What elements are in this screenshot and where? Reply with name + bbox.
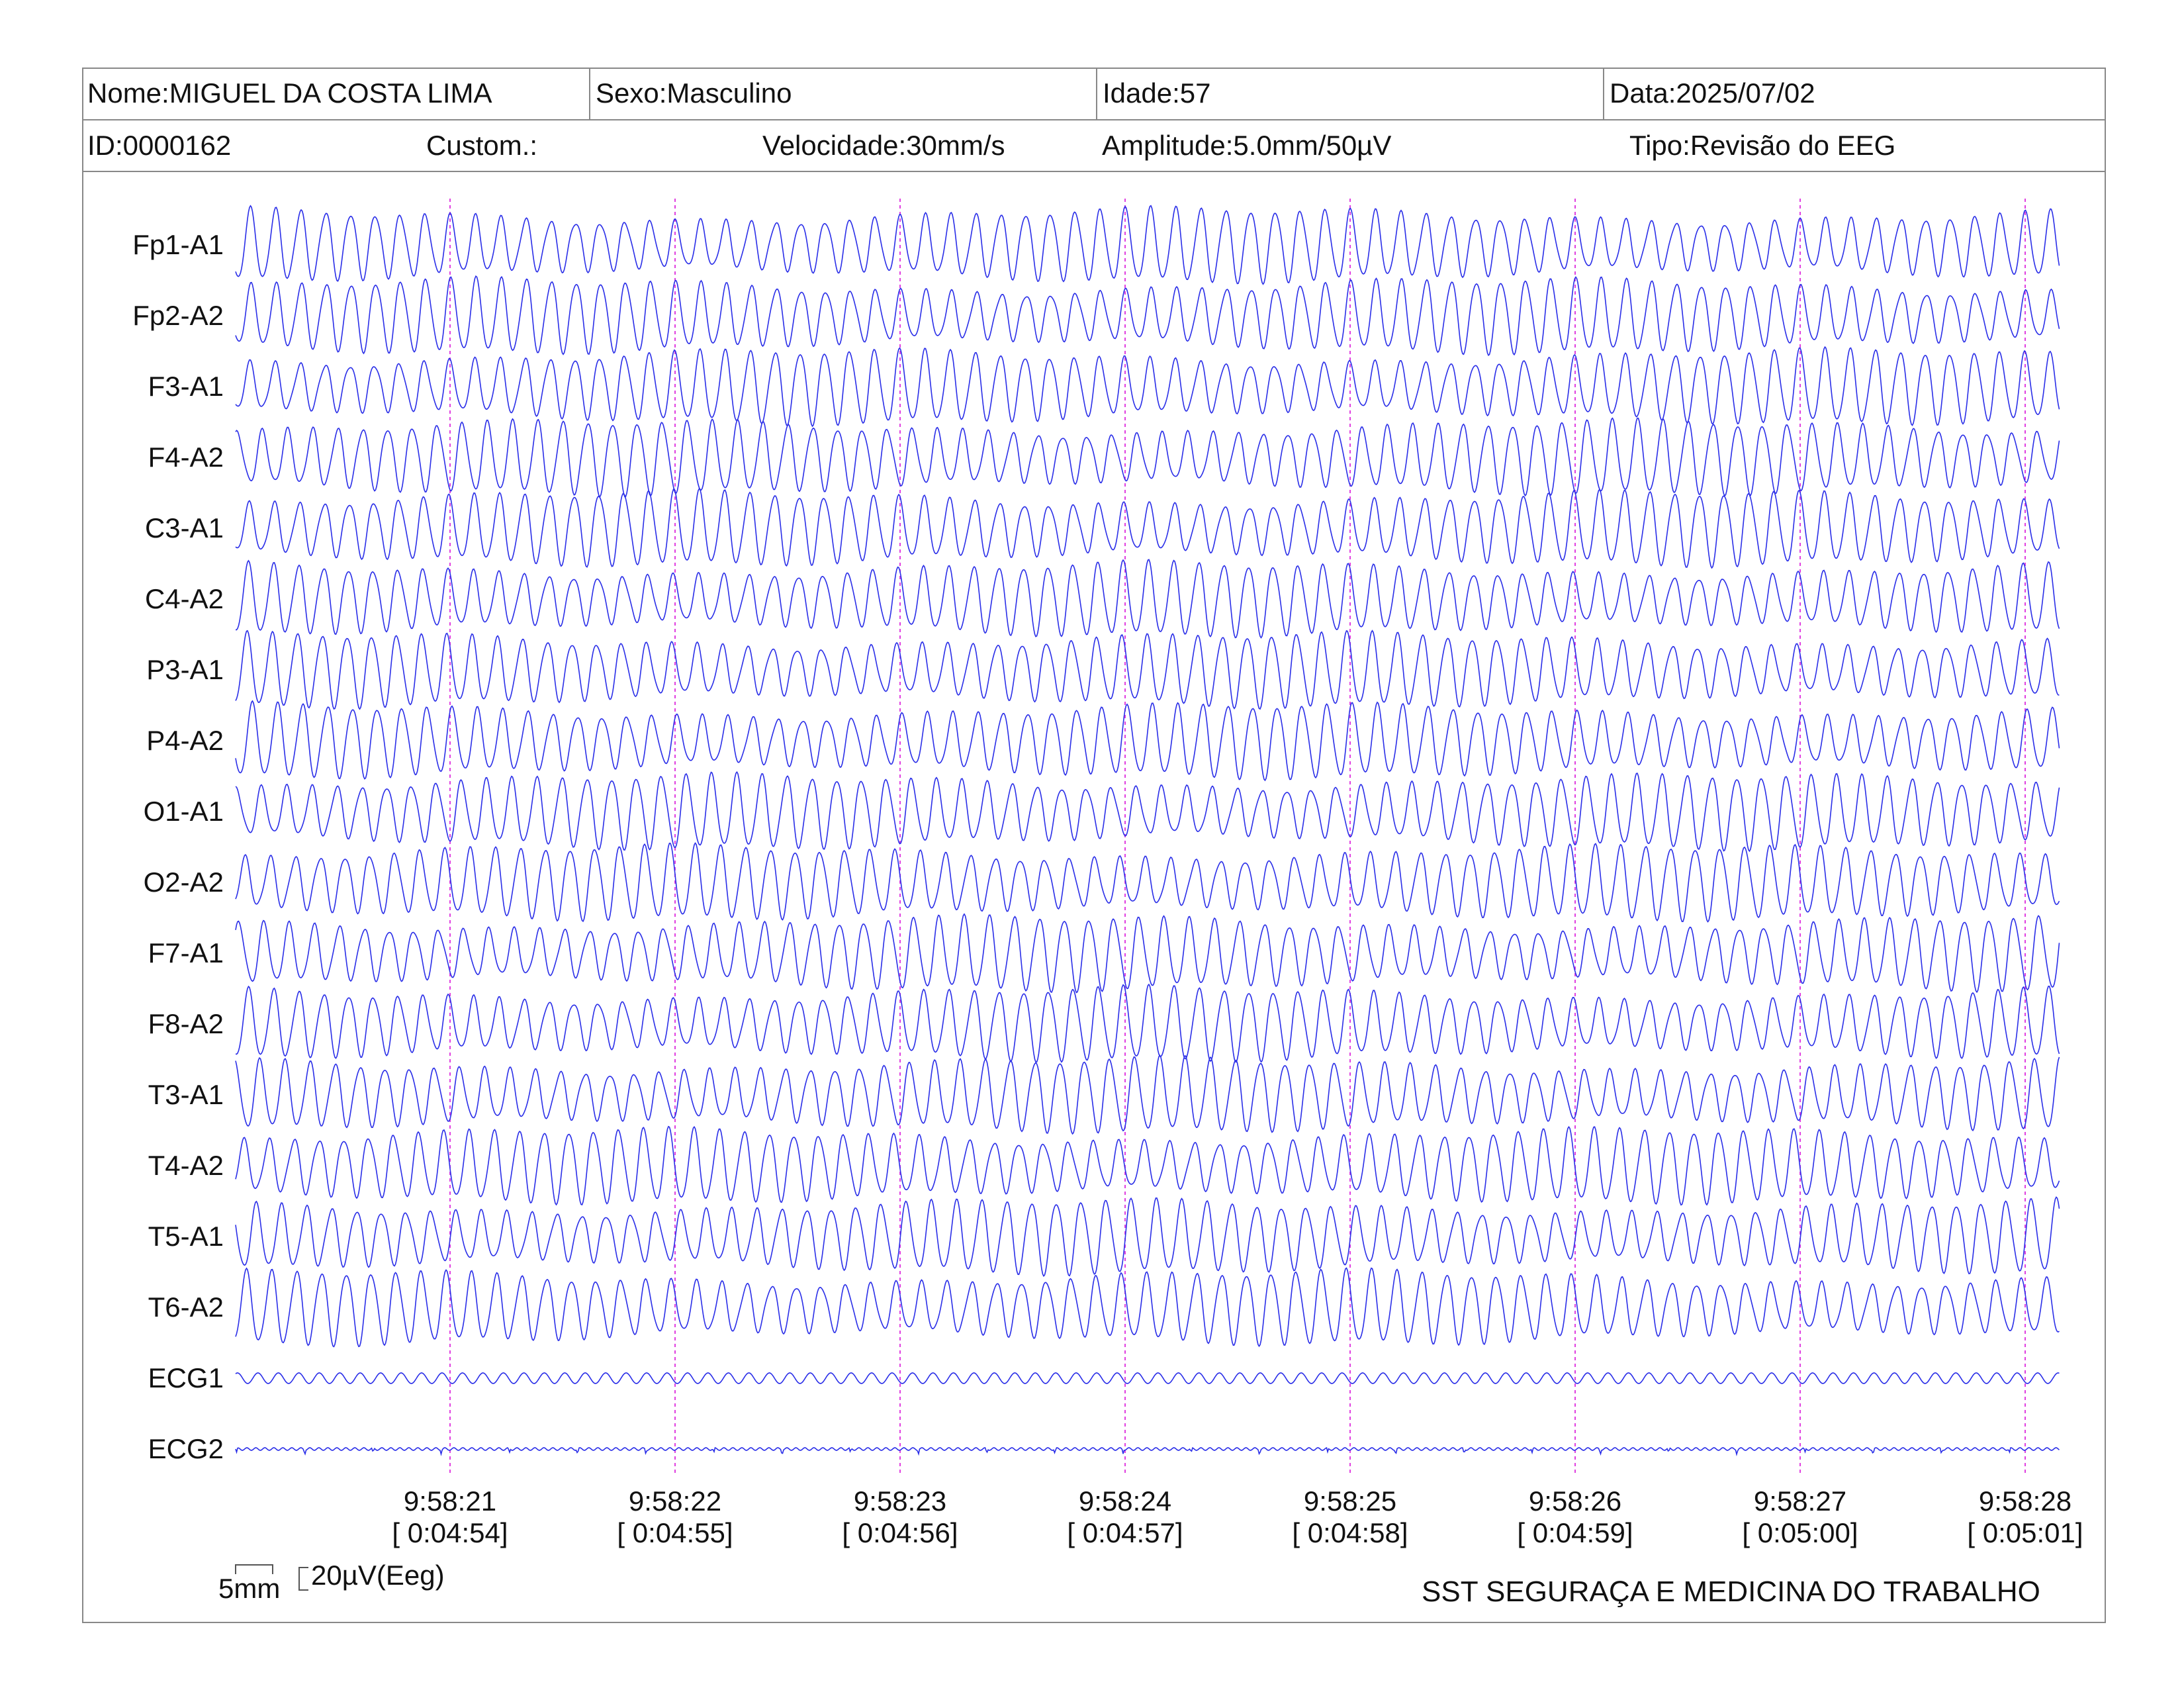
trace-f4-a2 bbox=[235, 417, 2060, 498]
report-frame bbox=[82, 68, 2106, 1623]
channel-label: Fp1-A1 bbox=[132, 229, 224, 260]
channel-label: C3-A1 bbox=[145, 512, 224, 543]
trace-f8-a2 bbox=[235, 983, 2060, 1063]
trace-f3-a1 bbox=[235, 346, 2060, 428]
trace-t6-a2 bbox=[235, 1267, 2060, 1348]
channel-label: F8-A2 bbox=[148, 1008, 224, 1039]
patient-sex: Sexo:Masculino bbox=[589, 68, 1096, 119]
amplitude-field: Amplitude:5.0mm/50µV bbox=[1102, 130, 1392, 161]
speed-field: Velocidade:30mm/s bbox=[762, 130, 1005, 161]
channel-label: T4-A2 bbox=[148, 1150, 224, 1181]
scale-mm-label: 5mm bbox=[218, 1573, 281, 1604]
channel-label-group: Fp1-A1 Fp2-A2 F3-A1 F4-A2 C3-A1 C4-A2 P3-A1 P4-… bbox=[132, 229, 224, 1464]
trace-c4-a2 bbox=[236, 559, 2060, 639]
trace-p3-a1 bbox=[235, 630, 2060, 710]
time-clock-label: 9:58:27 bbox=[1754, 1485, 1846, 1517]
mm-scale-bar bbox=[235, 1564, 273, 1574]
channel-label: O1-A1 bbox=[144, 796, 224, 827]
time-clock-label: 9:58:24 bbox=[1079, 1485, 1171, 1517]
channel-label: T5-A1 bbox=[148, 1221, 224, 1252]
patient-id: ID:0000162 bbox=[87, 130, 232, 161]
time-elapsed-label: [ 0:05:00] bbox=[1742, 1517, 1858, 1548]
time-elapsed-label: [ 0:04:56] bbox=[842, 1517, 958, 1548]
trace-f7-a1 bbox=[235, 913, 2060, 994]
time-elapsed-label: [ 0:04:57] bbox=[1067, 1517, 1183, 1548]
trace-p4-a2 bbox=[235, 700, 2060, 782]
time-clock-label: 9:58:28 bbox=[1979, 1485, 2071, 1517]
trace-ecg2 bbox=[235, 1446, 2060, 1456]
time-clock-label: 9:58:25 bbox=[1304, 1485, 1396, 1517]
trace-c3-a1 bbox=[235, 487, 2060, 569]
time-clock-label: 9:58:23 bbox=[854, 1485, 946, 1517]
exam-date: Data:2025/07/02 bbox=[1603, 68, 2106, 119]
time-elapsed-label: [ 0:04:58] bbox=[1292, 1517, 1408, 1548]
trace-fp2-a2 bbox=[235, 275, 2060, 356]
time-elapsed-label: [ 0:04:54] bbox=[392, 1517, 508, 1548]
patient-age: Idade:57 bbox=[1096, 68, 1603, 119]
trace-ecg1 bbox=[235, 1372, 2060, 1384]
channel-label: T6-A2 bbox=[148, 1291, 224, 1323]
trace-t3-a1 bbox=[235, 1054, 2060, 1135]
uv-scale-bar bbox=[298, 1567, 308, 1591]
time-elapsed-label: [ 0:04:59] bbox=[1517, 1517, 1633, 1548]
time-clock-label: 9:58:21 bbox=[404, 1485, 496, 1517]
channel-label: P4-A2 bbox=[146, 725, 224, 756]
trace-group bbox=[235, 205, 2060, 1456]
header-row-1: Nome:MIGUEL DA COSTA LIMA Sexo:Masculino… bbox=[82, 68, 2106, 120]
custom-field: Custom.: bbox=[426, 130, 538, 161]
trace-t5-a1 bbox=[235, 1196, 2060, 1278]
trace-o2-a2 bbox=[235, 842, 2060, 923]
time-elapsed-label: [ 0:05:01] bbox=[1967, 1517, 2083, 1548]
channel-label: P3-A1 bbox=[146, 654, 224, 685]
channel-label: F3-A1 bbox=[148, 371, 224, 402]
trace-fp1-a1 bbox=[235, 205, 2060, 285]
channel-label: F4-A2 bbox=[148, 442, 224, 473]
patient-name: Nome:MIGUEL DA COSTA LIMA bbox=[87, 77, 492, 109]
channel-label: F7-A1 bbox=[148, 937, 224, 968]
trace-o1-a1 bbox=[235, 771, 2060, 853]
trace-t4-a2 bbox=[235, 1125, 2060, 1206]
channel-label: ECG1 bbox=[148, 1362, 224, 1393]
type-field: Tipo:Revisão do EEG bbox=[1629, 130, 1896, 161]
channel-label: O2-A2 bbox=[144, 867, 224, 898]
time-label-group: 9:58:21[ 0:04:54] 9:58:22[ 0:04:55] 9:58:2… bbox=[392, 1485, 2083, 1548]
scale-uv-label: 20µV(Eeg) bbox=[311, 1560, 445, 1591]
time-elapsed-label: [ 0:04:55] bbox=[617, 1517, 733, 1548]
channel-label: T3-A1 bbox=[148, 1079, 224, 1110]
footer-company: SST SEGURAÇA E MEDICINA DO TRABALHO bbox=[1422, 1575, 2040, 1608]
channel-label: ECG2 bbox=[148, 1433, 224, 1464]
channel-label: Fp2-A2 bbox=[132, 300, 224, 331]
time-clock-label: 9:58:22 bbox=[629, 1485, 721, 1517]
header-row-2: ID:0000162 Custom.: Velocidade:30mm/s Am… bbox=[82, 120, 2106, 172]
channel-label: C4-A2 bbox=[145, 583, 224, 614]
time-clock-label: 9:58:26 bbox=[1529, 1485, 1621, 1517]
